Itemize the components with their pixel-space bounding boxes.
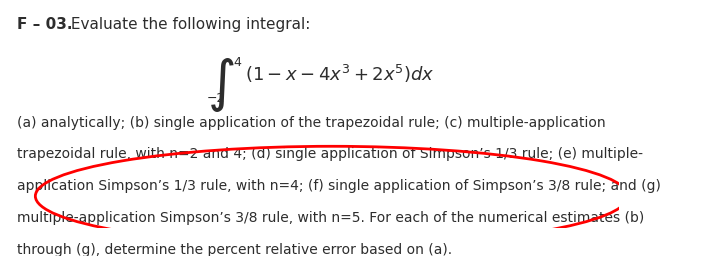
Text: (a) analytically; (b) single application of the trapezoidal rule; (c) multiple-a: (a) analytically; (b) single application…: [17, 116, 606, 130]
Text: 4: 4: [233, 56, 240, 69]
Text: Evaluate the following integral:: Evaluate the following integral:: [66, 17, 310, 32]
Text: $\int$: $\int$: [207, 56, 234, 114]
Text: −2: −2: [207, 92, 225, 105]
Text: application Simpson’s 1/3 rule, with n=4; (f) single application of Simpson’s 3/: application Simpson’s 1/3 rule, with n=4…: [17, 179, 661, 193]
Text: through (g), determine the percent relative error based on (a).: through (g), determine the percent relat…: [17, 242, 452, 256]
Text: F – 03.: F – 03.: [17, 17, 72, 32]
Text: $(1-x-4x^3+2x^5)dx$: $(1-x-4x^3+2x^5)dx$: [246, 62, 435, 85]
Text: multiple-application Simpson’s 3/8 rule, with n=5. For each of the numerical est: multiple-application Simpson’s 3/8 rule,…: [17, 211, 644, 225]
Text: trapezoidal rule, with n=2 and 4; (d) single application of Simpson’s 1/3 rule; : trapezoidal rule, with n=2 and 4; (d) si…: [17, 147, 643, 162]
